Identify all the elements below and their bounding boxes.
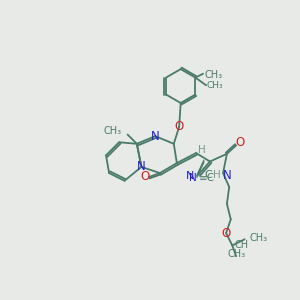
Text: N: N [189,173,197,183]
Text: N: N [185,171,194,181]
Text: O: O [221,226,231,240]
Text: CH₃: CH₃ [103,126,122,136]
Text: ≡C: ≡C [199,173,215,183]
Text: CH₃: CH₃ [205,70,223,80]
Text: O: O [140,170,149,183]
Text: CH₃: CH₃ [227,249,245,259]
Text: H: H [213,170,221,180]
Text: N: N [223,169,232,182]
Text: H: H [198,145,206,155]
Text: N: N [151,130,160,142]
Text: O: O [175,120,184,134]
Text: N: N [137,160,146,173]
Text: O: O [236,136,244,149]
Text: C: C [205,170,212,180]
Text: CH₃: CH₃ [249,233,267,243]
Text: CH₃: CH₃ [206,81,223,90]
Text: CH: CH [235,240,249,250]
